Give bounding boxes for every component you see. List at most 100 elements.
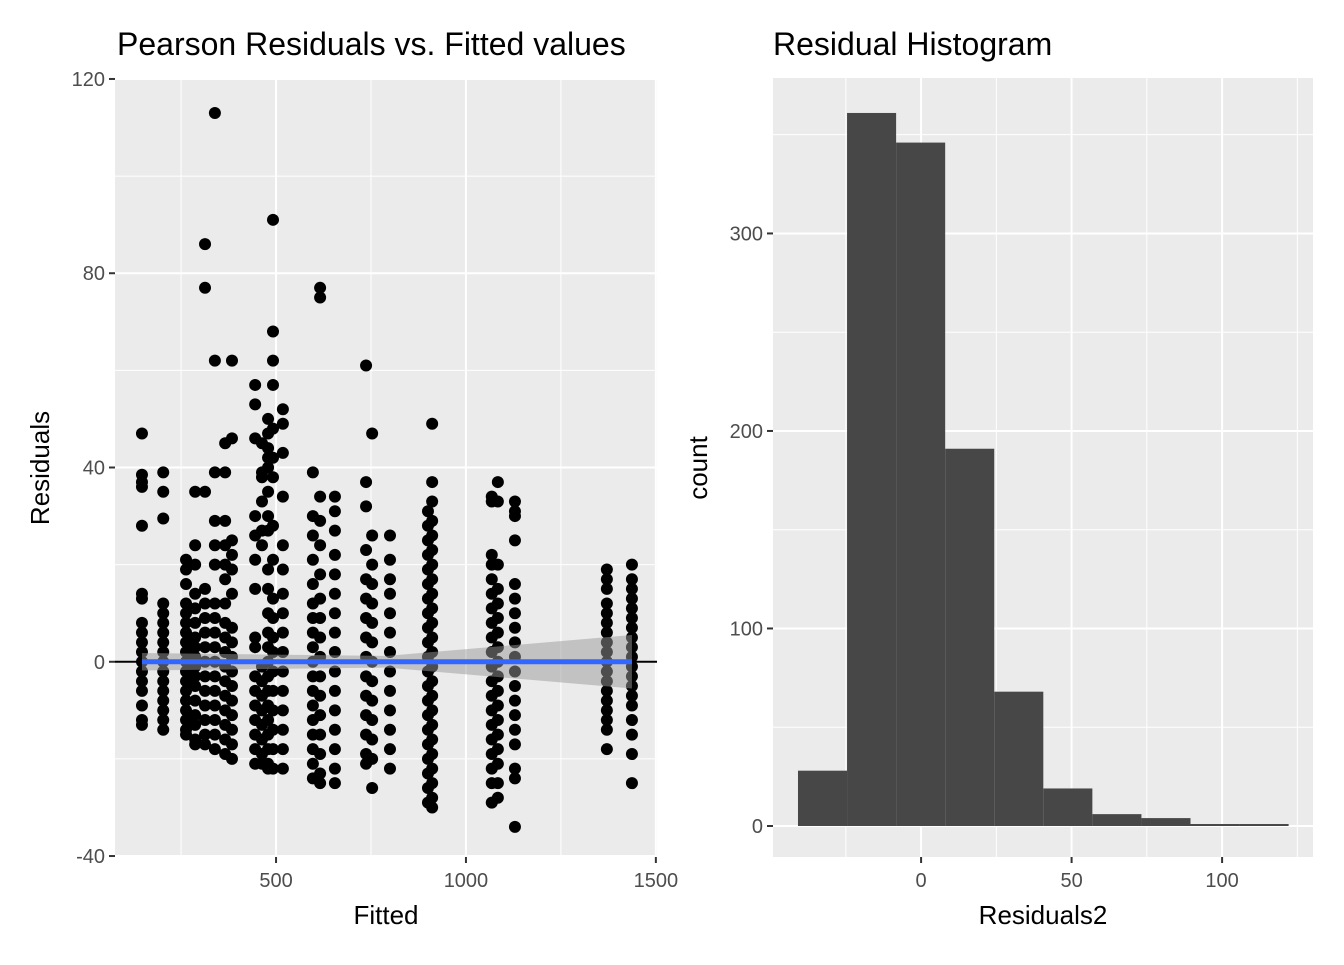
residual-point bbox=[262, 563, 275, 576]
residual-point bbox=[276, 762, 289, 775]
residual-point bbox=[383, 665, 396, 678]
residual-point bbox=[328, 646, 341, 659]
residual-point bbox=[426, 476, 439, 489]
residual-point bbox=[625, 621, 638, 634]
residual-point bbox=[491, 582, 504, 595]
residual-point bbox=[276, 704, 289, 717]
residual-point bbox=[366, 714, 379, 727]
residual-point bbox=[491, 728, 504, 741]
residual-point bbox=[157, 626, 170, 639]
residual-point bbox=[600, 714, 613, 727]
residual-point bbox=[249, 378, 262, 391]
residual-point bbox=[491, 777, 504, 790]
residual-point bbox=[219, 466, 232, 479]
residual-point bbox=[491, 699, 504, 712]
residual-point bbox=[180, 675, 193, 688]
residual-point bbox=[157, 694, 170, 707]
residual-point bbox=[426, 587, 439, 600]
residual-point bbox=[180, 616, 193, 629]
residual-point bbox=[225, 354, 238, 367]
residual-point bbox=[600, 743, 613, 756]
residual-point bbox=[180, 553, 193, 566]
residual-point bbox=[219, 573, 232, 586]
residual-point bbox=[199, 281, 212, 294]
residual-point bbox=[314, 689, 327, 702]
residual-point bbox=[199, 612, 212, 625]
residual-point bbox=[225, 709, 238, 722]
residual-point bbox=[225, 636, 238, 649]
residual-point bbox=[328, 548, 341, 561]
residual-point bbox=[600, 626, 613, 639]
residual-point bbox=[491, 714, 504, 727]
residual-point bbox=[267, 631, 280, 644]
residual-point bbox=[249, 510, 262, 523]
y-tick-label: 200 bbox=[730, 421, 763, 443]
residual-point bbox=[225, 621, 238, 634]
histogram-bar bbox=[1239, 824, 1289, 826]
residual-point bbox=[426, 602, 439, 615]
scatter-ylabel: Residuals bbox=[25, 411, 55, 525]
residual-point bbox=[314, 592, 327, 605]
residual-point bbox=[328, 490, 341, 503]
residual-point bbox=[208, 641, 221, 654]
residual-point bbox=[508, 607, 521, 620]
residual-point bbox=[225, 694, 238, 707]
residual-point bbox=[306, 641, 319, 654]
residual-point bbox=[508, 694, 521, 707]
residual-point bbox=[366, 733, 379, 746]
residual-point bbox=[491, 597, 504, 610]
y-tick-label: 80 bbox=[83, 263, 105, 285]
residual-point bbox=[600, 616, 613, 629]
residual-point bbox=[255, 495, 268, 508]
residual-point bbox=[208, 597, 221, 610]
residual-point bbox=[421, 505, 434, 518]
scatter-panel: 500 1000 1500 120 80 40 0 -40 bbox=[72, 69, 678, 892]
residual-point bbox=[383, 646, 396, 659]
residual-point bbox=[625, 748, 638, 761]
scatter-title: Pearson Residuals vs. Fitted values bbox=[117, 26, 626, 62]
residual-point bbox=[189, 602, 202, 615]
residual-point bbox=[199, 699, 212, 712]
residual-point bbox=[135, 699, 148, 712]
residual-point bbox=[262, 485, 275, 498]
histogram-bar bbox=[1092, 814, 1142, 826]
residual-point bbox=[199, 582, 212, 595]
residual-point bbox=[276, 563, 289, 576]
residual-point bbox=[199, 728, 212, 741]
residual-point bbox=[306, 553, 319, 566]
residual-point bbox=[189, 694, 202, 707]
residual-point bbox=[208, 626, 221, 639]
residual-point bbox=[180, 694, 193, 707]
residual-point bbox=[135, 427, 148, 440]
residual-point bbox=[314, 539, 327, 552]
residual-point bbox=[208, 684, 221, 697]
y-tick-label: 0 bbox=[752, 816, 763, 838]
histogram-bar bbox=[1043, 788, 1093, 826]
residual-point bbox=[157, 723, 170, 736]
residual-point bbox=[314, 514, 327, 527]
residual-point bbox=[328, 743, 341, 756]
residual-point bbox=[426, 748, 439, 761]
residual-point bbox=[276, 587, 289, 600]
residual-point bbox=[276, 446, 289, 459]
residual-point bbox=[306, 699, 319, 712]
residual-point bbox=[267, 762, 280, 775]
residual-point bbox=[208, 354, 221, 367]
residual-point bbox=[426, 791, 439, 804]
y-tick-label: 40 bbox=[83, 458, 105, 480]
residual-point bbox=[180, 728, 193, 741]
residual-point bbox=[426, 558, 439, 571]
residual-point bbox=[625, 689, 638, 702]
residual-point bbox=[600, 597, 613, 610]
residual-point bbox=[360, 500, 373, 513]
residual-point bbox=[199, 670, 212, 683]
residual-point bbox=[276, 490, 289, 503]
residual-point bbox=[328, 777, 341, 790]
residual-point bbox=[135, 684, 148, 697]
residual-point bbox=[366, 675, 379, 688]
y-tick-label: -40 bbox=[76, 846, 105, 868]
residual-point bbox=[314, 291, 327, 304]
residual-point bbox=[157, 485, 170, 498]
residual-point bbox=[600, 694, 613, 707]
residual-point bbox=[135, 616, 148, 629]
